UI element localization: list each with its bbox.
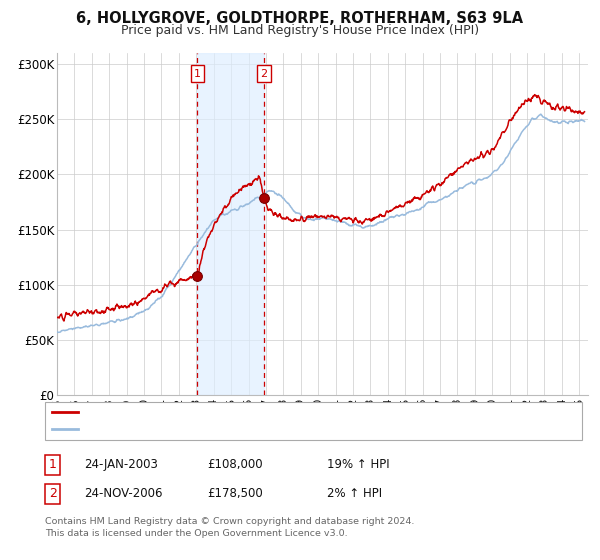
Text: 1: 1 <box>49 458 57 472</box>
Text: 2: 2 <box>49 487 57 501</box>
Text: This data is licensed under the Open Government Licence v3.0.: This data is licensed under the Open Gov… <box>45 529 347 538</box>
Text: 2% ↑ HPI: 2% ↑ HPI <box>327 487 382 501</box>
Text: Contains HM Land Registry data © Crown copyright and database right 2024.: Contains HM Land Registry data © Crown c… <box>45 517 415 526</box>
Text: 2: 2 <box>260 69 268 78</box>
Text: 24-JAN-2003: 24-JAN-2003 <box>84 458 158 472</box>
Text: HPI: Average price, detached house, Barnsley: HPI: Average price, detached house, Barn… <box>83 424 321 435</box>
Text: 1: 1 <box>194 69 201 78</box>
Text: £178,500: £178,500 <box>207 487 263 501</box>
Text: 19% ↑ HPI: 19% ↑ HPI <box>327 458 389 472</box>
Text: 6, HOLLYGROVE, GOLDTHORPE, ROTHERHAM, S63 9LA (detached house): 6, HOLLYGROVE, GOLDTHORPE, ROTHERHAM, S6… <box>83 407 462 417</box>
Text: 6, HOLLYGROVE, GOLDTHORPE, ROTHERHAM, S63 9LA: 6, HOLLYGROVE, GOLDTHORPE, ROTHERHAM, S6… <box>76 11 524 26</box>
Text: Price paid vs. HM Land Registry's House Price Index (HPI): Price paid vs. HM Land Registry's House … <box>121 24 479 37</box>
Text: 24-NOV-2006: 24-NOV-2006 <box>84 487 163 501</box>
Bar <box>197 53 264 395</box>
Text: £108,000: £108,000 <box>207 458 263 472</box>
